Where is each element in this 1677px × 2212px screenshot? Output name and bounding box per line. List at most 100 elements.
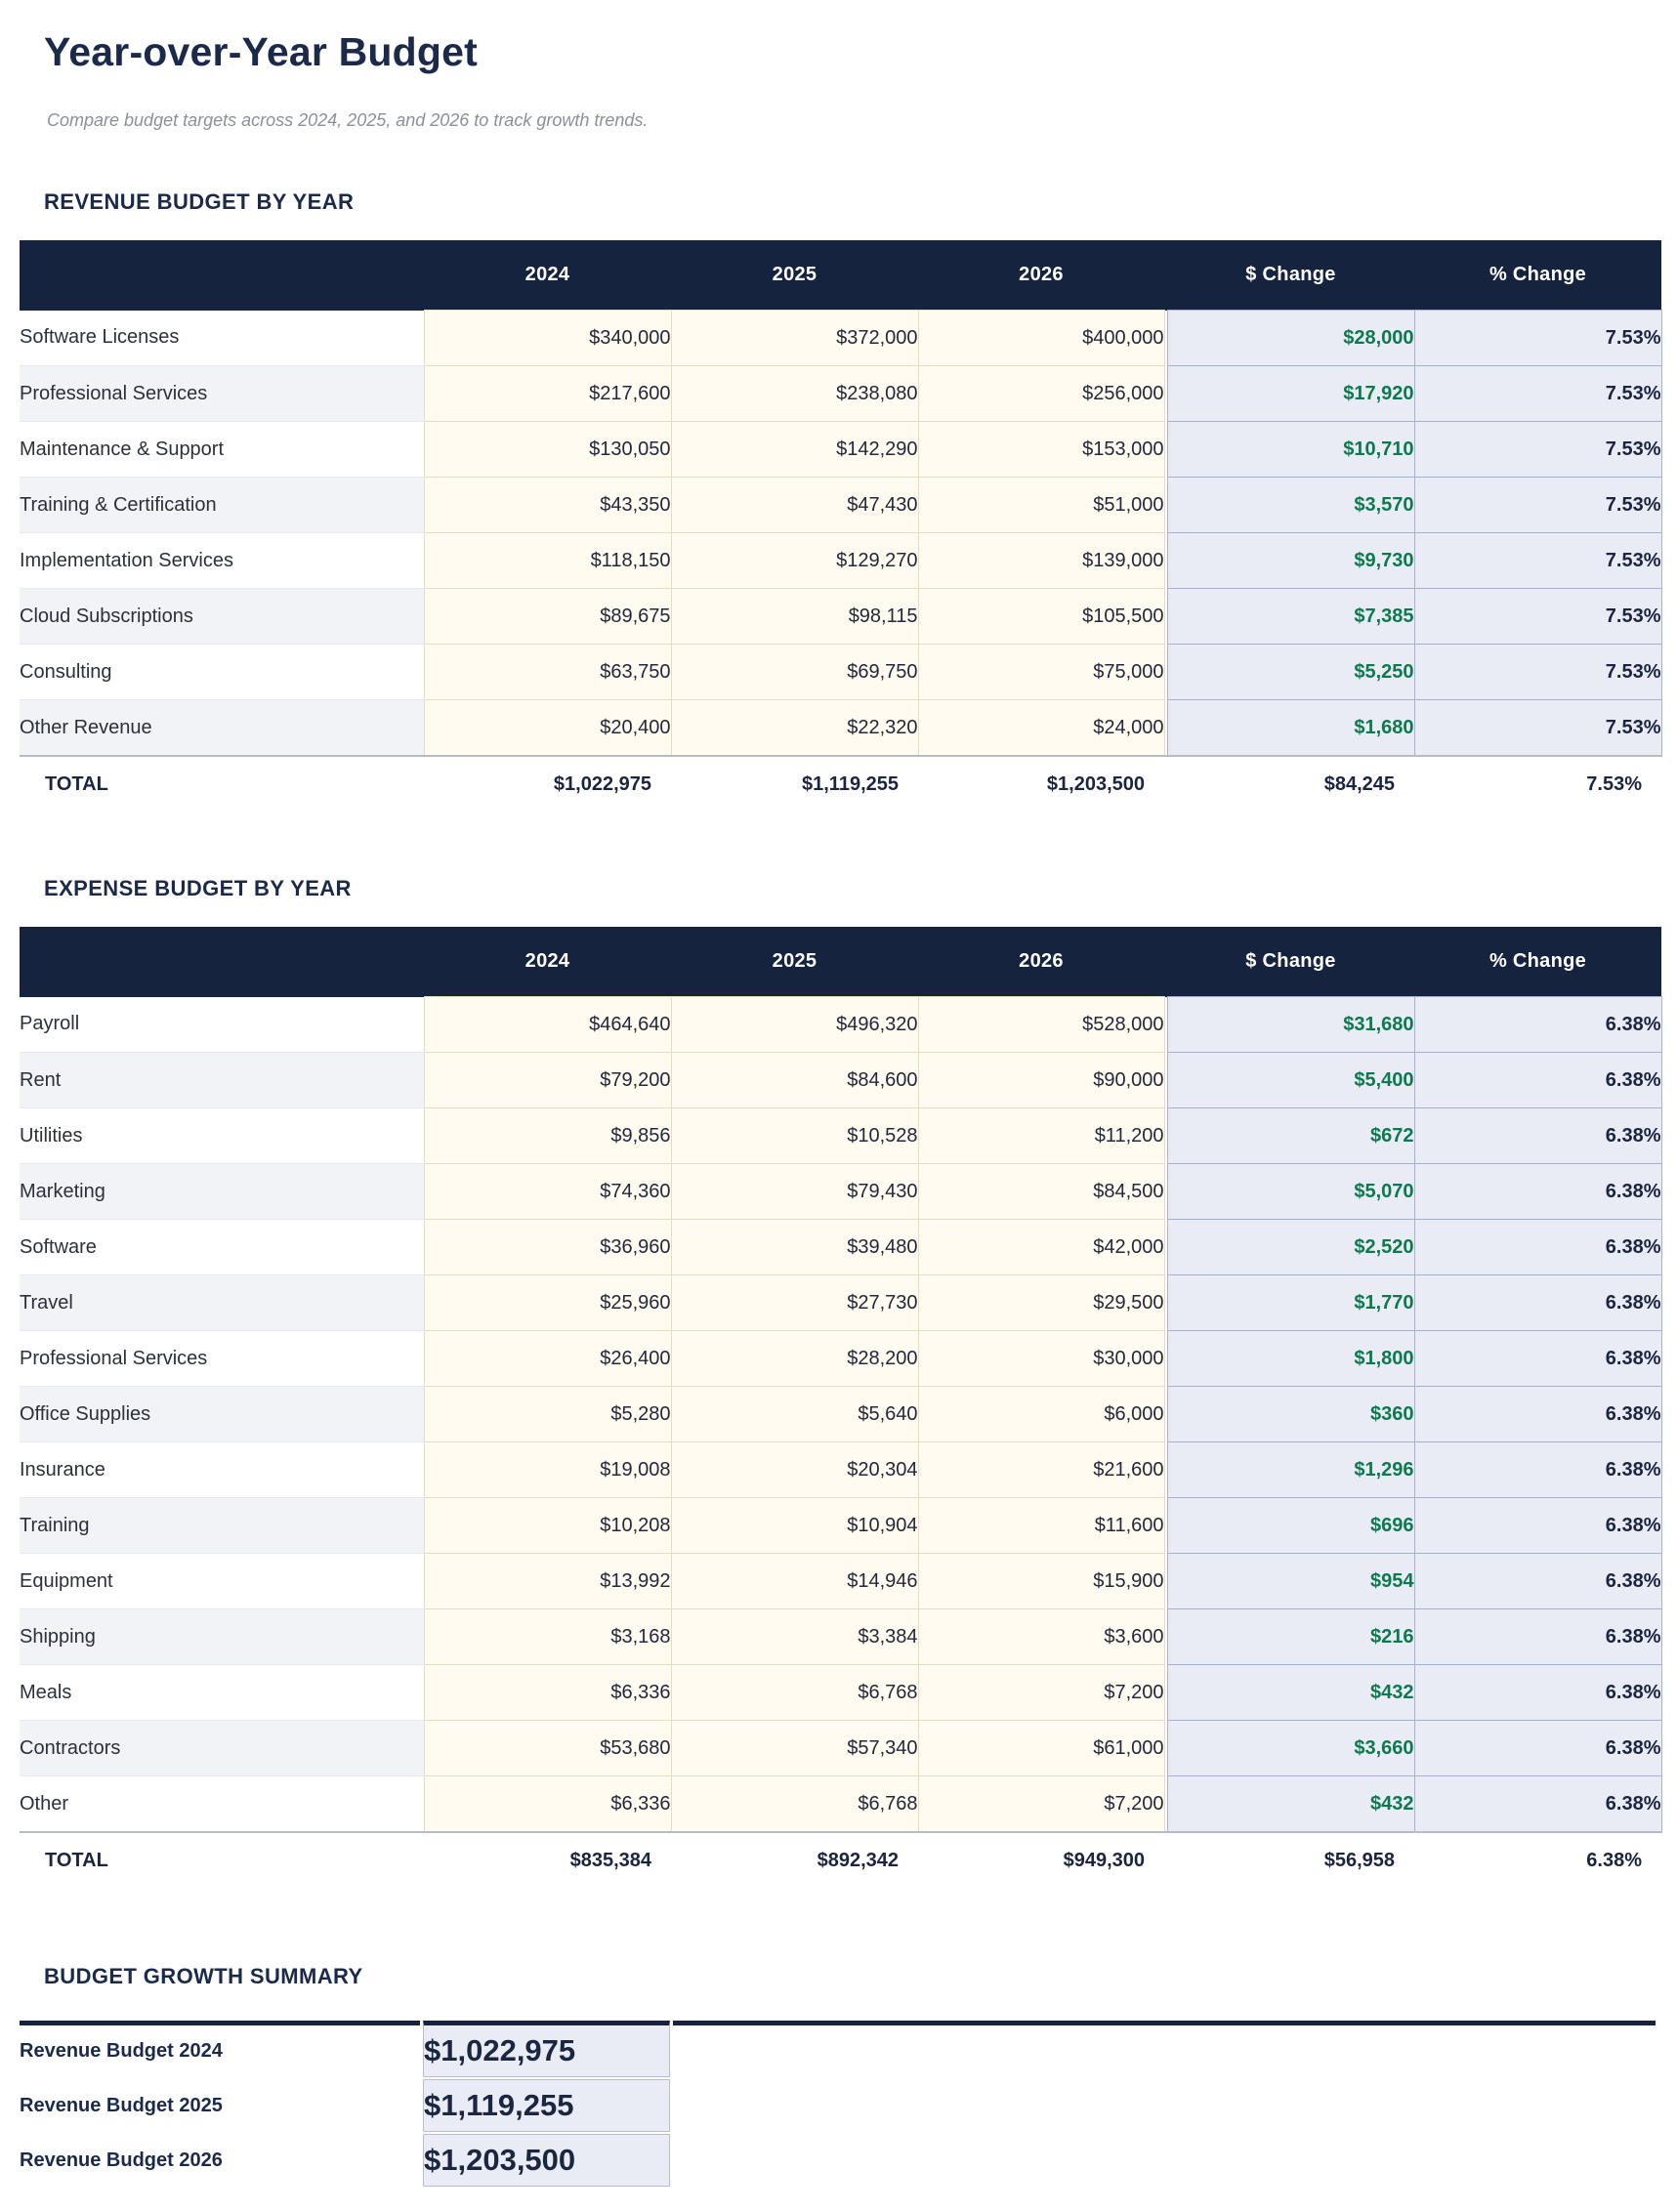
summary-label-cell: Revenue Budget 2024	[20, 2021, 420, 2077]
table-row: Marketing $74,360 $79,430 $84,500 $5,070 6.38…	[20, 1163, 1662, 1220]
table-row: Travel $25,960 $27,730 $29,500 $1,770 6.38%	[20, 1274, 1662, 1331]
total-label-cell: TOTAL	[20, 1831, 420, 1888]
value-cell-2024: $5,280	[423, 1386, 672, 1442]
column-gap	[1164, 588, 1167, 645]
value-cell-2026: $7,200	[917, 1775, 1165, 1833]
summary-value-cell: $1,022,975	[423, 2021, 670, 2077]
summary-label-cell: Revenue Budget 2026	[20, 2134, 420, 2187]
page-title: Year-over-Year Budget	[44, 29, 478, 74]
dollar-change-cell: $1,800	[1166, 1330, 1415, 1387]
percent-change-cell: 6.38%	[1413, 1720, 1662, 1776]
value-cell-2024: $130,050	[423, 421, 672, 478]
percent-change-cell: 6.38%	[1413, 1608, 1662, 1665]
value-cell-2026: $7,200	[917, 1664, 1165, 1721]
value-cell-2025: $142,290	[670, 421, 919, 478]
value-cell-2025: $57,340	[670, 1720, 919, 1776]
summary-row: Revenue Budget 2026 $1,203,500	[20, 2134, 1656, 2187]
total-value-cell-2025: $892,342	[671, 1831, 918, 1888]
column-gap	[1164, 1497, 1167, 1554]
row-label-cell: Other	[20, 1775, 420, 1833]
percent-change-cell: 6.38%	[1413, 1274, 1662, 1331]
row-label-cell: Training & Certification	[20, 477, 420, 533]
percent-change-cell: 6.38%	[1413, 1107, 1662, 1164]
value-cell-2025: $27,730	[670, 1274, 919, 1331]
column-gap	[420, 1720, 424, 1776]
value-cell-2026: $105,500	[917, 588, 1165, 645]
table-row: Other Revenue $20,400 $22,320 $24,000 $1,680…	[20, 699, 1662, 757]
value-cell-2024: $3,168	[423, 1608, 672, 1665]
value-cell-2025: $79,430	[670, 1163, 919, 1220]
summary-row: Revenue Budget 2025 $1,119,255	[20, 2079, 1656, 2132]
column-gap	[420, 310, 424, 366]
header-row: 2024 2025 2026 $ Change% Change	[20, 927, 1661, 997]
column-gap	[420, 1441, 424, 1498]
column-gap	[420, 1052, 424, 1108]
column-header-2024: 2024	[424, 240, 671, 311]
total-dollar-change-cell: $84,245	[1167, 755, 1414, 812]
percent-change-cell: 7.53%	[1413, 588, 1662, 645]
column-gap	[1164, 1441, 1167, 1498]
dollar-change-cell: $432	[1166, 1775, 1415, 1833]
total-label-cell: TOTAL	[20, 755, 420, 812]
row-label-cell: Implementation Services	[20, 532, 420, 589]
column-header-category	[20, 927, 420, 997]
dollar-change-cell: $9,730	[1166, 532, 1415, 589]
column-header-2026: 2026	[918, 240, 1164, 311]
column-gap	[420, 365, 424, 422]
column-gap	[1164, 1107, 1167, 1164]
column-gap	[1164, 310, 1167, 366]
column-gap	[1164, 1052, 1167, 1108]
column-gap	[1164, 365, 1167, 422]
row-label-cell: Cloud Subscriptions	[20, 588, 420, 645]
value-cell-2024: $89,675	[423, 588, 672, 645]
summary-filler-cell	[673, 2079, 1656, 2132]
value-cell-2024: $26,400	[423, 1330, 672, 1387]
column-gap	[420, 1608, 424, 1665]
table-row: Meals $6,336 $6,768 $7,200 $432 6.38%	[20, 1664, 1662, 1721]
dollar-change-cell: $5,400	[1166, 1052, 1415, 1108]
value-cell-2024: $25,960	[423, 1274, 672, 1331]
value-cell-2024: $19,008	[423, 1441, 672, 1498]
summary-filler-cell	[673, 2021, 1656, 2077]
value-cell-2026: $6,000	[917, 1386, 1165, 1442]
summary-label-cell: Revenue Budget 2025	[20, 2079, 420, 2132]
budget-growth-summary-table: Revenue Budget 2024 $1,022,975 Revenue Bud…	[17, 2019, 1658, 2189]
value-cell-2026: $90,000	[917, 1052, 1165, 1108]
revenue-budget-table: 2024 2025 2026 $ Change% Change Software Li…	[20, 240, 1662, 812]
table-row: Cloud Subscriptions $89,675 $98,115 $105,50…	[20, 588, 1662, 645]
dollar-change-cell: $17,920	[1166, 365, 1415, 422]
value-cell-2026: $84,500	[917, 1163, 1165, 1220]
value-cell-2024: $20,400	[423, 699, 672, 757]
column-gap	[420, 1386, 424, 1442]
row-label-cell: Payroll	[20, 996, 420, 1053]
column-gap	[420, 1107, 424, 1164]
table-row: Equipment $13,992 $14,946 $15,900 $954 6.38%	[20, 1553, 1662, 1609]
expense-section-title: EXPENSE BUDGET BY YEAR	[44, 876, 352, 900]
header-spacer	[1164, 927, 1167, 997]
dollar-change-cell: $432	[1166, 1664, 1415, 1721]
summary-value-cell: $1,119,255	[423, 2079, 670, 2132]
value-cell-2026: $61,000	[917, 1720, 1165, 1776]
value-cell-2026: $42,000	[917, 1219, 1165, 1275]
column-gap	[420, 532, 424, 589]
column-header-dollar-change: $ Change	[1167, 240, 1414, 311]
value-cell-2024: $6,336	[423, 1664, 672, 1721]
value-cell-2026: $11,200	[917, 1107, 1165, 1164]
table-row: Training & Certification $43,350 $47,430 $5…	[20, 477, 1662, 533]
dollar-change-cell: $7,385	[1166, 588, 1415, 645]
dollar-change-cell: $31,680	[1166, 996, 1415, 1053]
value-cell-2024: $13,992	[423, 1553, 672, 1609]
value-cell-2026: $256,000	[917, 365, 1165, 422]
percent-change-cell: 7.53%	[1413, 421, 1662, 478]
value-cell-2024: $9,856	[423, 1107, 672, 1164]
column-header-2025: 2025	[671, 240, 918, 311]
table-row: Professional Services $26,400 $28,200 $30,0…	[20, 1330, 1662, 1387]
value-cell-2025: $47,430	[670, 477, 919, 533]
column-gap	[420, 421, 424, 478]
value-cell-2025: $28,200	[670, 1330, 919, 1387]
dollar-change-cell: $5,250	[1166, 644, 1415, 700]
percent-change-cell: 6.38%	[1413, 1441, 1662, 1498]
summary-value-cell: $1,203,500	[423, 2134, 670, 2187]
table-row: Insurance $19,008 $20,304 $21,600 $1,296 6.38…	[20, 1441, 1662, 1498]
row-label-cell: Office Supplies	[20, 1386, 420, 1442]
